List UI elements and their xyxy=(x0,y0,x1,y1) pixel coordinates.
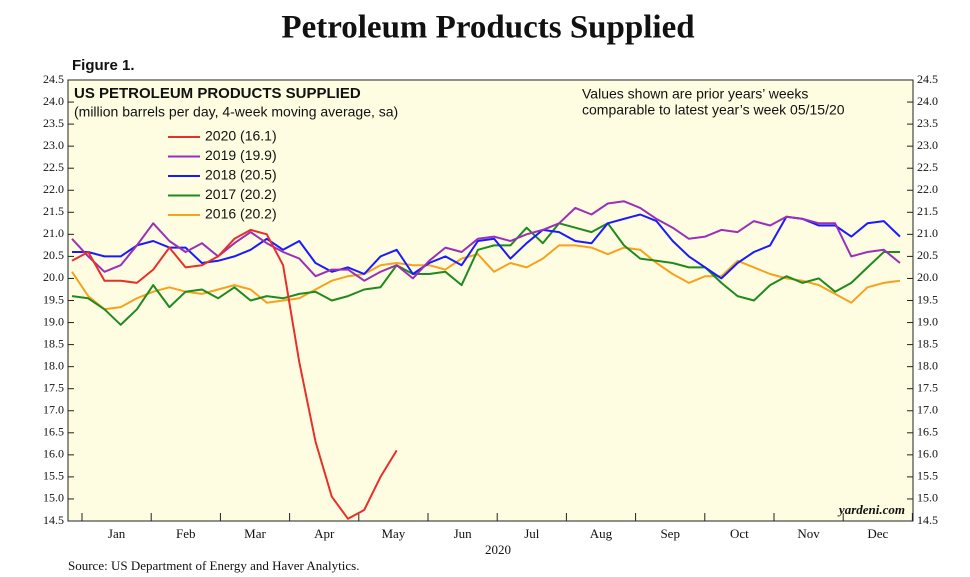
x-tick-label: Apr xyxy=(314,526,335,541)
y-tick-label: 18.0 xyxy=(43,358,64,372)
annotation: Values shown are prior years’ weeks xyxy=(582,86,808,102)
legend-label: 2019 (19.9) xyxy=(205,147,277,163)
y-tick-label: 17.5 xyxy=(917,380,938,394)
y-tick-label: 23.5 xyxy=(917,116,938,130)
y-tick-label: 19.5 xyxy=(917,292,938,306)
series-line xyxy=(71,244,901,311)
y-tick-label: 21.0 xyxy=(917,226,938,240)
y-tick-label: 14.5 xyxy=(917,513,938,527)
y-tick-label: 16.5 xyxy=(917,425,938,439)
y-tick-label: 23.5 xyxy=(43,116,64,130)
y-tick-label: 20.5 xyxy=(43,248,64,262)
y-tick-label: 15.5 xyxy=(917,469,938,483)
y-tick-label: 24.0 xyxy=(43,94,64,108)
y-tick-label: 16.5 xyxy=(43,425,64,439)
y-tick-label: 22.5 xyxy=(917,160,938,174)
y-tick-label: 18.5 xyxy=(917,336,938,350)
x-tick-label: Mar xyxy=(244,526,266,541)
y-tick-label: 23.0 xyxy=(43,138,64,152)
y-tick-label: 21.5 xyxy=(917,204,938,218)
x-tick-label: Jul xyxy=(524,526,540,541)
y-tick-label: 19.0 xyxy=(917,314,938,328)
y-tick-label: 24.0 xyxy=(917,94,938,108)
y-tick-label: 15.5 xyxy=(43,469,64,483)
legend-label: 2020 (16.1) xyxy=(205,128,277,144)
y-tick-label: 21.0 xyxy=(43,226,64,240)
x-tick-label: Sep xyxy=(660,526,680,541)
y-tick-label: 16.0 xyxy=(917,447,938,461)
y-tick-label: 24.5 xyxy=(917,72,938,86)
y-tick-label: 20.5 xyxy=(917,248,938,262)
annotation: comparable to latest year’s week 05/15/2… xyxy=(582,102,845,118)
x-tick-label: Feb xyxy=(176,526,196,541)
y-tick-label: 17.0 xyxy=(917,403,938,417)
chart-subtitle: (million barrels per day, 4-week moving … xyxy=(74,104,398,120)
x-tick-label: Nov xyxy=(797,526,820,541)
y-tick-label: 17.0 xyxy=(43,403,64,417)
series-line xyxy=(71,228,398,520)
y-tick-label: 22.0 xyxy=(43,182,64,196)
x-tick-label: Dec xyxy=(867,526,888,541)
legend-label: 2016 (20.2) xyxy=(205,206,277,222)
y-tick-label: 15.0 xyxy=(43,491,64,505)
series-line xyxy=(71,200,901,282)
y-tick-label: 21.5 xyxy=(43,204,64,218)
x-tick-label: Jan xyxy=(108,526,126,541)
series-line xyxy=(71,222,900,326)
y-tick-label: 16.0 xyxy=(43,447,64,461)
y-tick-label: 23.0 xyxy=(917,138,938,152)
y-tick-label: 20.0 xyxy=(917,270,938,284)
y-tick-label: 14.5 xyxy=(43,513,64,527)
y-tick-label: 19.0 xyxy=(43,314,64,328)
x-tick-label: Aug xyxy=(590,526,613,541)
y-tick-label: 22.5 xyxy=(43,160,64,174)
chart-subtitle: US PETROLEUM PRODUCTS SUPPLIED xyxy=(74,85,361,102)
y-tick-label: 18.0 xyxy=(917,358,938,372)
y-tick-label: 20.0 xyxy=(43,270,64,284)
figure-label: Figure 1. xyxy=(72,57,135,74)
x-axis-label: 2020 xyxy=(485,542,511,557)
x-tick-label: Jun xyxy=(454,526,473,541)
source: Source: US Department of Energy and Have… xyxy=(68,558,359,573)
y-tick-label: 19.5 xyxy=(43,292,64,306)
x-tick-label: Oct xyxy=(730,526,749,541)
y-tick-label: 18.5 xyxy=(43,336,64,350)
x-tick-label: May xyxy=(381,526,405,541)
watermark: yardeni.com xyxy=(837,502,905,517)
y-tick-label: 17.5 xyxy=(43,380,64,394)
chart-title: Petroleum Products Supplied xyxy=(281,10,694,46)
y-tick-label: 24.5 xyxy=(43,72,64,86)
legend-label: 2017 (20.2) xyxy=(205,186,277,202)
plot-area xyxy=(67,79,914,522)
y-tick-label: 15.0 xyxy=(917,491,938,505)
y-tick-label: 22.0 xyxy=(917,182,938,196)
legend-label: 2018 (20.5) xyxy=(205,167,277,183)
